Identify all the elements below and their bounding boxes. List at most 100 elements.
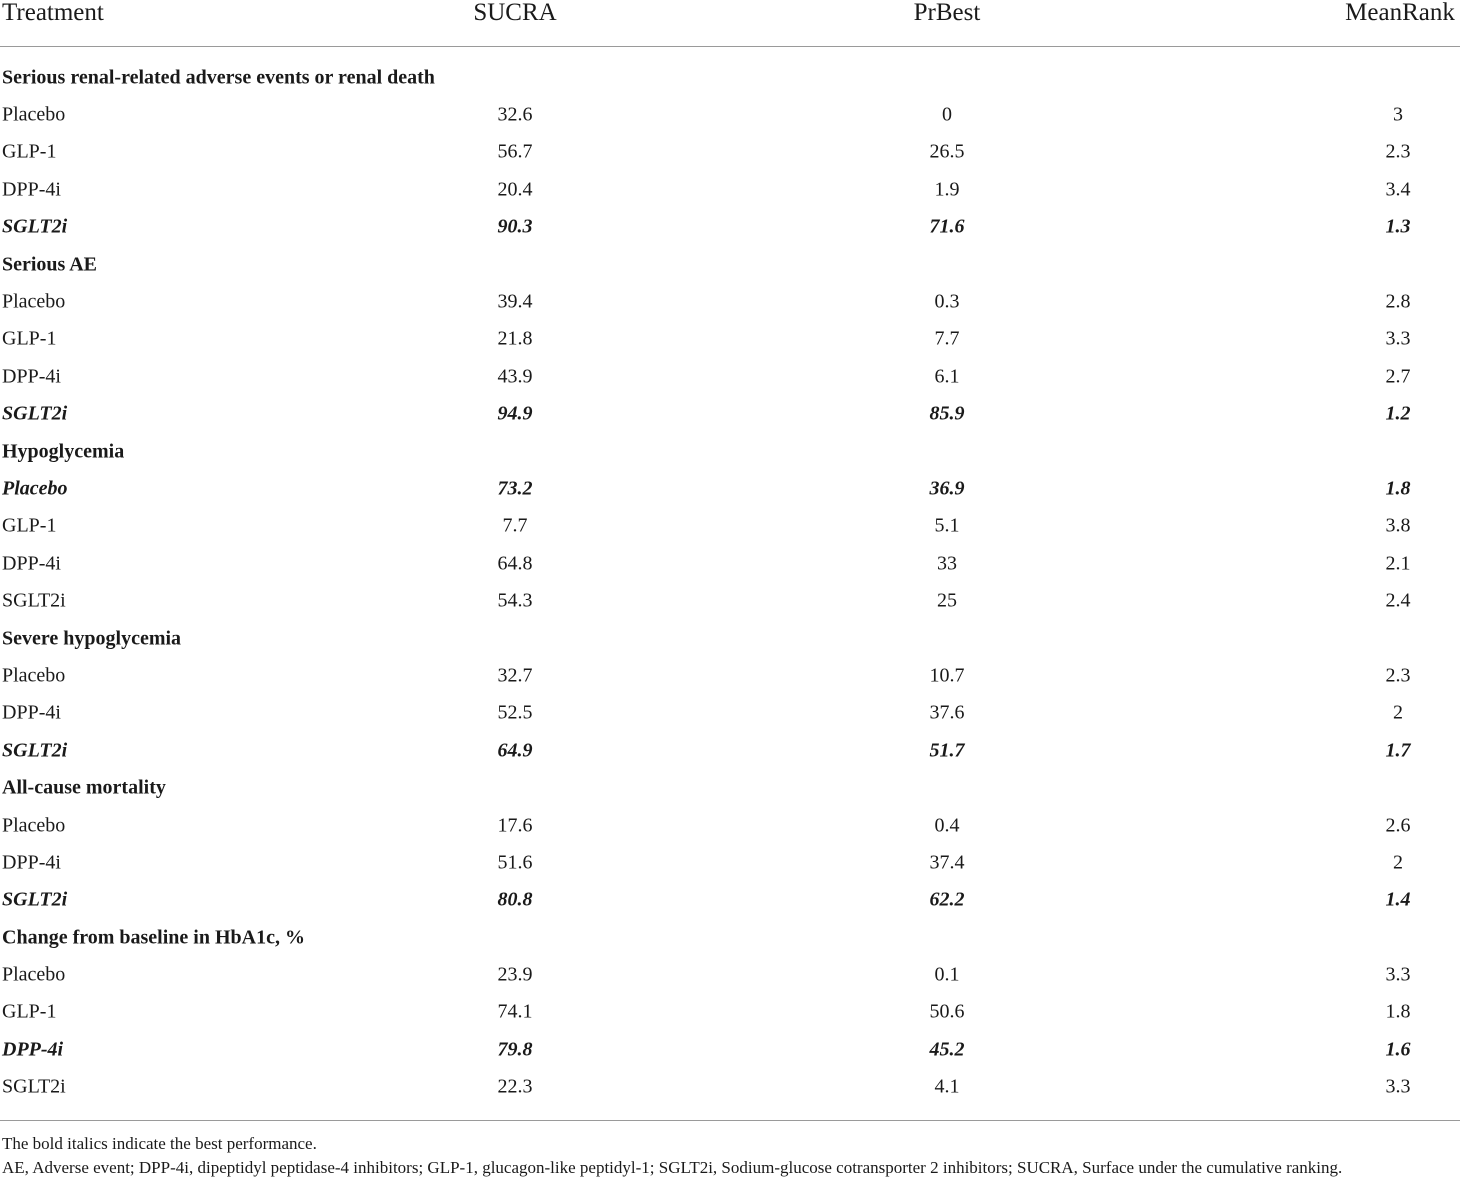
table-row: DPP-4i 43.9 6.1 2.7 [0,358,1460,395]
section-heading-row: Change from baseline in HbA1c, % [0,919,1460,956]
table-row: GLP-1 56.7 26.5 2.3 [0,134,1460,171]
header-treatment: Treatment [2,0,104,26]
cell-treatment: DPP-4i [2,365,61,388]
cell-sucra: 7.7 [502,514,528,537]
cell-treatment: GLP-1 [2,327,57,350]
cell-meanrank: 3.3 [1385,327,1411,350]
table-row: SGLT2i 22.3 4.1 3.3 [0,1069,1460,1106]
cell-meanrank: 1.6 [1385,1038,1411,1061]
footer-divider [0,1120,1460,1121]
cell-sucra: 64.9 [497,739,533,762]
table-header-row: Treatment SUCRA PrBest MeanRank [0,0,1460,32]
cell-prbest: 25 [937,589,957,612]
section-heading-row: Serious AE [0,246,1460,283]
section-title: All-cause mortality [2,776,166,799]
cell-treatment: SGLT2i [2,402,68,425]
cell-treatment: GLP-1 [2,514,57,537]
section-title: Change from baseline in HbA1c, % [2,926,305,949]
header-prbest: PrBest [913,0,981,26]
cell-meanrank: 2.7 [1385,365,1411,388]
cell-treatment: SGLT2i [2,888,68,911]
results-table: Treatment SUCRA PrBest MeanRank Serious … [0,0,1460,1098]
header-sucra: SUCRA [473,0,557,26]
table-row: Placebo 73.2 36.9 1.8 [0,470,1460,507]
cell-prbest: 51.7 [929,739,965,762]
cell-prbest: 45.2 [929,1038,965,1061]
section-title: Hypoglycemia [2,440,125,463]
table-row: Placebo 17.6 0.4 2.6 [0,807,1460,844]
cell-treatment: Placebo [2,664,66,687]
cell-sucra: 51.6 [497,851,533,874]
cell-treatment: DPP-4i [2,851,61,874]
footnote-best-performance: The bold italics indicate the best perfo… [2,1134,317,1153]
table-row: SGLT2i 90.3 71.6 1.3 [0,209,1460,246]
cell-treatment: Placebo [2,290,66,313]
cell-meanrank: 1.8 [1385,477,1411,500]
section-title: Serious AE [2,253,98,276]
cell-sucra: 32.6 [497,103,533,126]
cell-sucra: 20.4 [497,178,533,201]
cell-prbest: 6.1 [934,365,960,388]
table-row: Placebo 32.7 10.7 2.3 [0,657,1460,694]
cell-sucra: 17.6 [497,814,533,836]
table-row: Placebo 32.6 0 3 [0,96,1460,133]
cell-treatment: DPP-4i [2,178,61,201]
table-row: DPP-4i 51.6 37.4 2 [0,844,1460,881]
cell-sucra: 80.8 [497,888,533,911]
section-heading-row: All-cause mortality [0,769,1460,806]
cell-sucra: 39.4 [497,290,533,313]
cell-treatment: GLP-1 [2,140,57,163]
cell-sucra: 54.3 [497,589,533,612]
cell-prbest: 1.9 [934,178,960,201]
cell-treatment: DPP-4i [2,701,61,724]
cell-treatment: Placebo [2,963,66,986]
table-row: DPP-4i 64.8 33 2.1 [0,545,1460,582]
table-row: DPP-4i 52.5 37.6 2 [0,695,1460,732]
header-divider [0,46,1460,47]
cell-prbest: 7.7 [934,327,960,350]
cell-prbest: 71.6 [929,215,965,238]
cell-treatment: Placebo [2,103,66,126]
section-title: Severe hypoglycemia [2,627,182,650]
cell-sucra: 23.9 [497,963,533,986]
cell-prbest: 37.6 [929,701,965,724]
cell-treatment: DPP-4i [2,552,61,575]
cell-treatment: SGLT2i [2,739,68,762]
cell-meanrank: 1.3 [1385,215,1411,238]
cell-sucra: 79.8 [497,1038,533,1061]
cell-prbest: 0.4 [934,814,960,836]
table-row: DPP-4i 20.4 1.9 3.4 [0,171,1460,208]
section-heading-row: Hypoglycemia [0,433,1460,470]
cell-prbest: 62.2 [929,888,965,911]
cell-sucra: 32.7 [497,664,533,687]
cell-treatment: SGLT2i [2,589,66,612]
cell-meanrank: 3 [1393,103,1403,126]
cell-prbest: 0.3 [934,290,960,313]
cell-prbest: 0.1 [934,963,960,986]
cell-prbest: 50.6 [929,1000,965,1023]
cell-sucra: 52.5 [497,701,533,724]
table-row: SGLT2i 94.9 85.9 1.2 [0,396,1460,433]
cell-meanrank: 2.1 [1385,552,1411,575]
cell-sucra: 73.2 [497,477,533,500]
cell-sucra: 94.9 [497,402,533,425]
table-row: SGLT2i 54.3 25 2.4 [0,582,1460,619]
table-row: SGLT2i 64.9 51.7 1.7 [0,732,1460,769]
cell-meanrank: 2 [1393,851,1403,874]
cell-meanrank: 3.8 [1385,514,1411,537]
table-row: GLP-1 7.7 5.1 3.8 [0,508,1460,545]
cell-sucra: 22.3 [497,1075,533,1098]
cell-sucra: 74.1 [497,1000,533,1023]
cell-sucra: 90.3 [497,215,533,238]
cell-sucra: 56.7 [497,140,533,163]
table-row: Placebo 23.9 0.1 3.3 [0,956,1460,993]
cell-prbest: 36.9 [929,477,965,500]
cell-sucra: 21.8 [497,327,533,350]
cell-prbest: 10.7 [929,664,965,687]
cell-prbest: 0 [942,103,952,126]
cell-meanrank: 1.7 [1385,739,1411,762]
cell-meanrank: 3.4 [1385,178,1411,201]
section-heading-row: Serious renal-related adverse events or … [0,59,1460,96]
cell-meanrank: 2 [1393,701,1403,724]
cell-treatment: SGLT2i [2,215,68,238]
